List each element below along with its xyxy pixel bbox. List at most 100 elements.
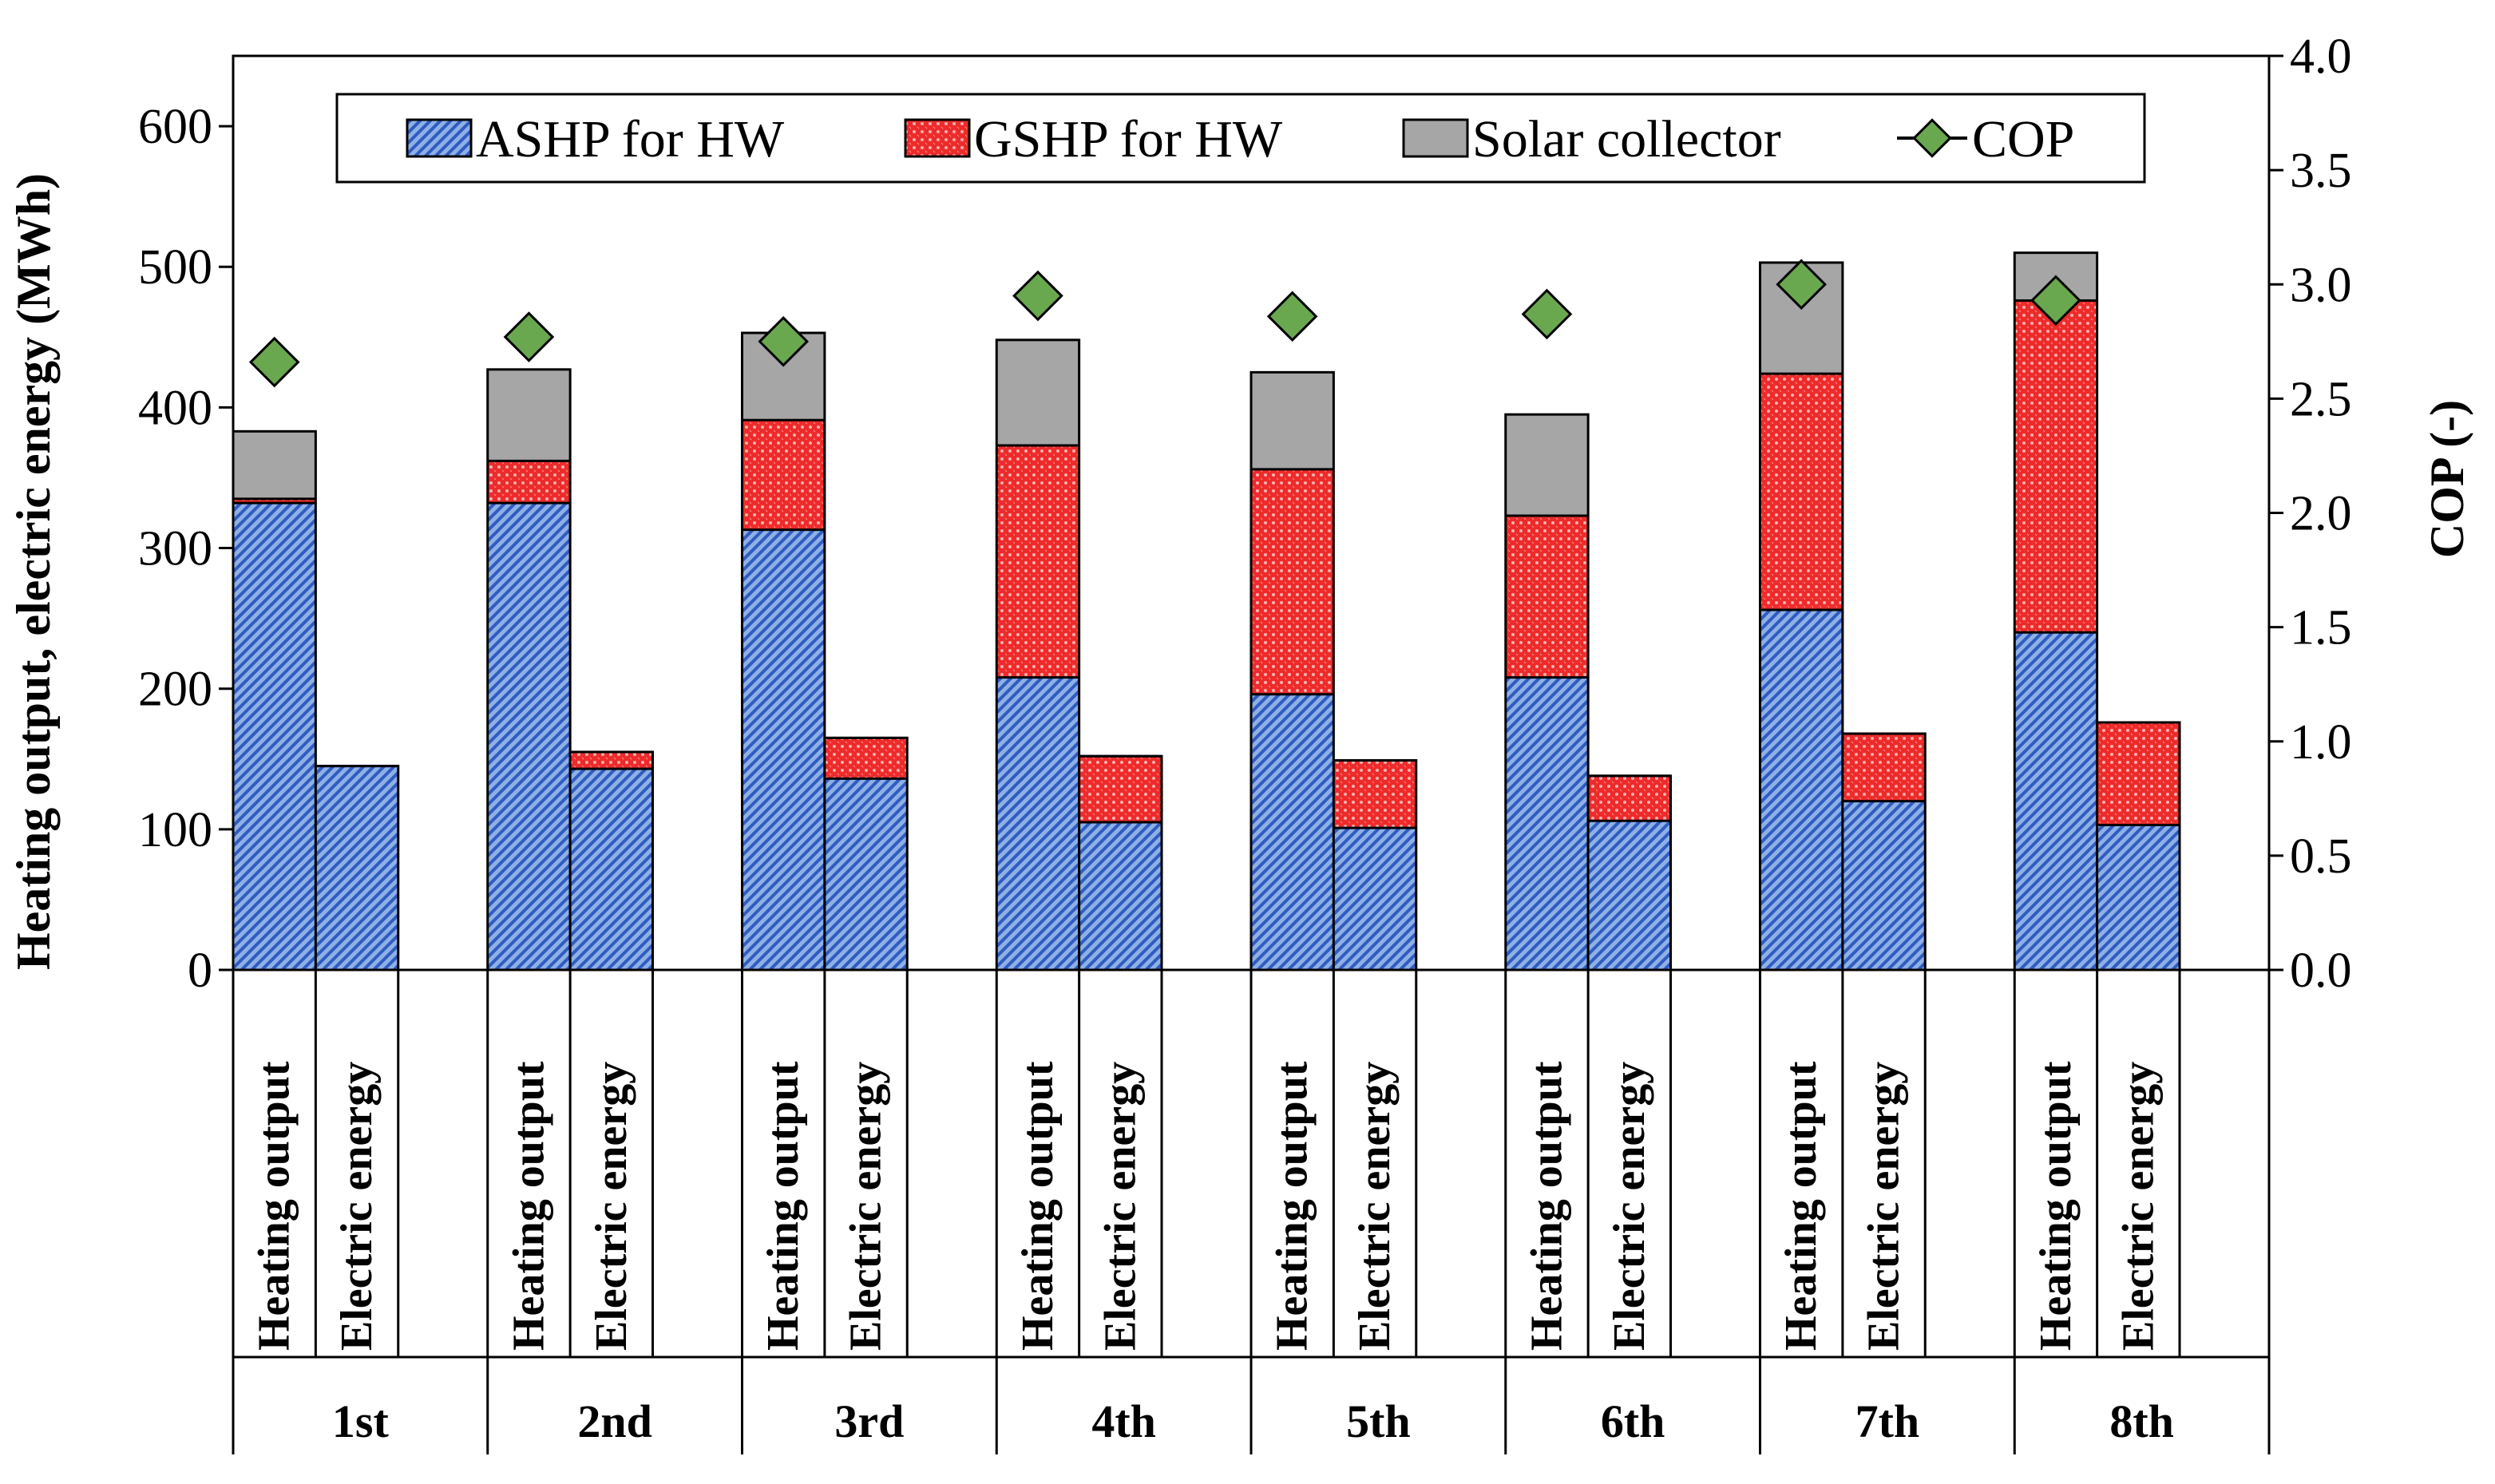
- bar-outline: [2013, 251, 2099, 972]
- bar-segment-solar-collector: [487, 369, 571, 461]
- bar-segment-gshp-for-hw: [824, 738, 908, 779]
- bar-segment-ashp-for-hw: [1760, 610, 1843, 970]
- left-y-axis: 0 100 200 300 400 500 600: [138, 100, 233, 998]
- group-label: 5th: [1346, 1395, 1411, 1447]
- right-y-axis: 0.0 0.5 1.0 1.5 2.0 2.5 3.0 3.5 4.0: [2269, 30, 2352, 998]
- legend-label-cop: COP: [1972, 110, 2074, 168]
- right-tick-label: 4.0: [2290, 30, 2352, 84]
- left-tick-label: 200: [138, 663, 212, 717]
- bar-segment-gshp-for-hw: [570, 751, 653, 770]
- bar-segment-gshp-for-hw: [1842, 734, 1926, 801]
- bar-segment-solar-collector: [233, 431, 316, 499]
- bar-segment-gshp-for-hw: [1079, 756, 1162, 823]
- legend-swatch-solar: [1402, 118, 1469, 158]
- cop-marker: [1012, 270, 1063, 322]
- legend: ASHP for HW GSHP for HW Solar collector …: [335, 93, 2146, 184]
- right-tick-label: 0.5: [2290, 829, 2352, 884]
- right-tick-label: 1.5: [2290, 601, 2352, 655]
- bars: [232, 251, 2181, 972]
- left-tick-label: 400: [138, 381, 212, 435]
- cop-marker: [758, 315, 810, 367]
- bar-segment-ashp-for-hw: [1588, 821, 1671, 970]
- bar-segment-ashp-for-hw: [233, 503, 316, 970]
- bar-segment-ashp-for-hw: [1333, 828, 1416, 970]
- bar-segment-gshp-for-hw: [233, 498, 316, 504]
- bar-segment-ashp-for-hw: [742, 529, 825, 970]
- group-label: 4th: [1091, 1395, 1156, 1447]
- legend-label-solar: Solar collector: [1472, 110, 1781, 168]
- bar-segment-ashp-for-hw: [996, 677, 1079, 970]
- bar-category-label: Electric energy: [1350, 1062, 1400, 1351]
- y-axis-title-left: Heating output, electric energy (MWh): [7, 173, 60, 970]
- legend-marker-cop: [1912, 118, 1952, 158]
- bar-segment-ashp-for-hw: [570, 769, 653, 970]
- bar-segment-gshp-for-hw: [1505, 516, 1589, 678]
- bar-category-label: Electric energy: [2113, 1062, 2163, 1351]
- left-tick-label: 500: [138, 240, 212, 295]
- bar-category-label: Electric energy: [1095, 1062, 1145, 1351]
- bar-segment-solar-collector: [996, 339, 1079, 445]
- legend-label-ashp: ASHP for HW: [476, 110, 785, 168]
- legend-swatch-ashp: [406, 118, 473, 158]
- bar-category-label: Heating output: [1522, 1061, 1571, 1351]
- bar-category-label: Electric energy: [1859, 1062, 1909, 1351]
- left-tick-label: 100: [138, 803, 212, 857]
- group-label: 3rd: [834, 1395, 904, 1447]
- bar-category-label: Electric energy: [1605, 1062, 1654, 1351]
- bar-segment-gshp-for-hw: [996, 445, 1079, 678]
- bar-segment-ashp-for-hw: [2014, 632, 2097, 970]
- bar-segment-gshp-for-hw: [487, 461, 571, 504]
- bar-category-label: Electric energy: [332, 1062, 382, 1351]
- cop-marker: [1776, 259, 1828, 311]
- bar-outline: [995, 338, 1081, 972]
- group-label: 8th: [2109, 1395, 2174, 1447]
- bar-segment-ashp-for-hw: [1251, 694, 1334, 970]
- right-tick-label: 1.0: [2290, 715, 2352, 770]
- left-tick-label: 0: [188, 944, 212, 998]
- right-tick-label: 0.0: [2290, 944, 2352, 998]
- right-tick-label: 3.0: [2290, 258, 2352, 312]
- cop-marker: [248, 336, 300, 388]
- legend-swatch-gshp: [904, 118, 971, 158]
- bar-segment-gshp-for-hw: [1760, 374, 1843, 611]
- left-tick-label: 600: [138, 100, 212, 154]
- left-tick-label: 300: [138, 522, 212, 576]
- legend-label-gshp: GSHP for HW: [974, 110, 1283, 168]
- bar-segment-ashp-for-hw: [2097, 825, 2180, 970]
- bar-segment-gshp-for-hw: [2097, 722, 2180, 825]
- cop-marker: [1521, 288, 1573, 340]
- bar-segment-ashp-for-hw: [824, 778, 908, 970]
- y-axis-title-right: COP (-): [2421, 400, 2473, 558]
- bar-category-label: Electric energy: [842, 1062, 891, 1351]
- cop-marker: [503, 311, 555, 362]
- bar-category-label: Heating output: [2031, 1061, 2081, 1351]
- bar-segment-ashp-for-hw: [1079, 822, 1162, 970]
- bar-outline: [1249, 370, 1335, 972]
- group-label: 1st: [332, 1395, 390, 1447]
- cop-marker: [2030, 275, 2081, 326]
- bar-category-label: Electric energy: [587, 1062, 636, 1351]
- bar-segment-gshp-for-hw: [1333, 760, 1416, 829]
- bar-category-label: Heating output: [504, 1061, 553, 1351]
- bar-segment-solar-collector: [1505, 414, 1589, 516]
- bar-category-label: Heating output: [1776, 1061, 1826, 1351]
- cop-markers: [248, 259, 2081, 388]
- bar-category-label: Heating output: [1013, 1061, 1063, 1351]
- bar-outline: [232, 429, 317, 972]
- bar-segment-ashp-for-hw: [315, 766, 398, 970]
- bar-segment-solar-collector: [1251, 372, 1334, 469]
- legend-box: [335, 93, 2146, 184]
- bar-segment-ashp-for-hw: [1842, 801, 1926, 970]
- cop-marker: [1266, 291, 1318, 342]
- bar-segment-gshp-for-hw: [1251, 469, 1334, 695]
- bar-segment-gshp-for-hw: [1588, 775, 1671, 821]
- right-tick-label: 2.0: [2290, 487, 2352, 541]
- right-tick-label: 3.5: [2290, 144, 2352, 198]
- x-axis-categories: Heating output Electric energy 1st Heating …: [232, 970, 2271, 1454]
- bar-category-label: Heating output: [758, 1061, 808, 1351]
- bar-outline: [1504, 413, 1590, 972]
- right-tick-label: 2.5: [2290, 372, 2352, 426]
- group-label: 6th: [1601, 1395, 1665, 1447]
- bar-segment-gshp-for-hw: [2014, 300, 2097, 633]
